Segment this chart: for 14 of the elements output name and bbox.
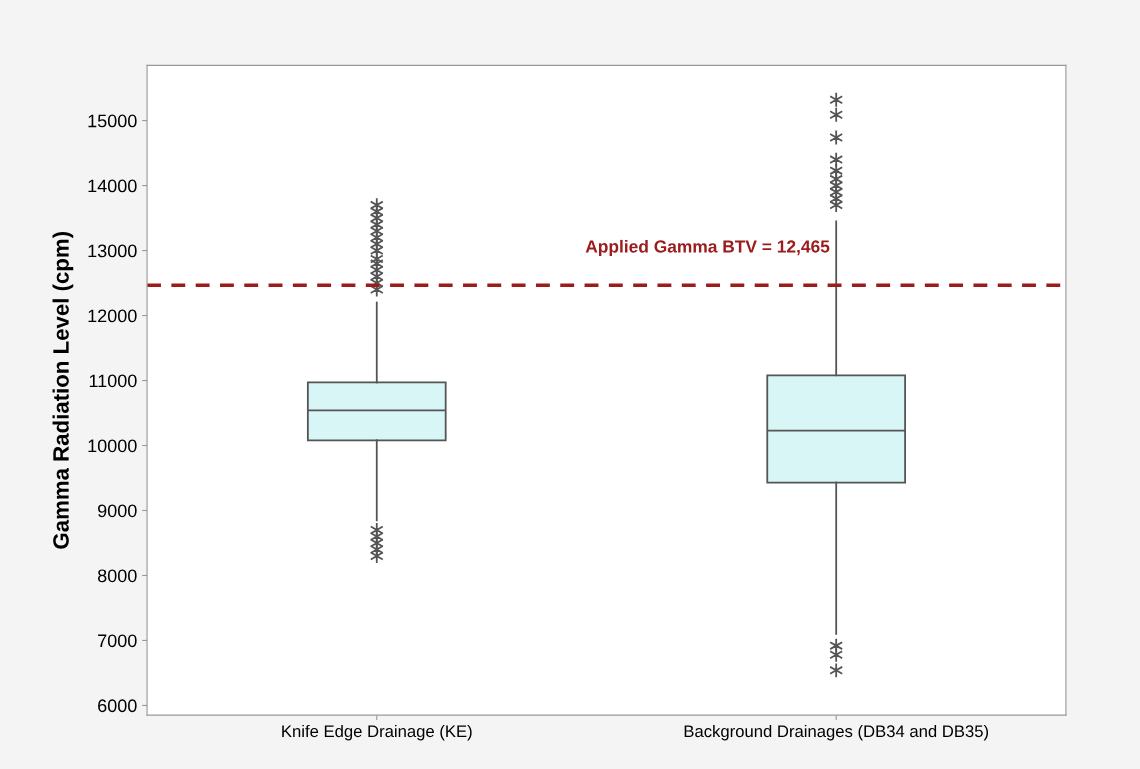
y-tick-label: 14000 [88, 179, 137, 193]
y-tick-label: 12000 [88, 309, 137, 323]
y-tick-label: 6000 [98, 699, 137, 713]
y-axis-title: Gamma Radiation Level (cpm) [52, 232, 74, 549]
y-tick-label: 9000 [98, 504, 137, 518]
x-tick-label: Knife Edge Drainage (KE) [282, 724, 472, 741]
y-tick-label: 13000 [88, 244, 137, 258]
y-tick-label: 7000 [98, 634, 137, 648]
y-tick-label: 10000 [88, 439, 137, 453]
ref-line-label: Applied Gamma BTV = 12,465 [585, 239, 830, 257]
x-tick-label: Background Drainages (DB34 and DB35) [684, 724, 989, 741]
y-tick-label: 15000 [88, 114, 137, 128]
y-tick-label: 11000 [89, 374, 137, 388]
y-tick-label: 8000 [97, 569, 137, 583]
